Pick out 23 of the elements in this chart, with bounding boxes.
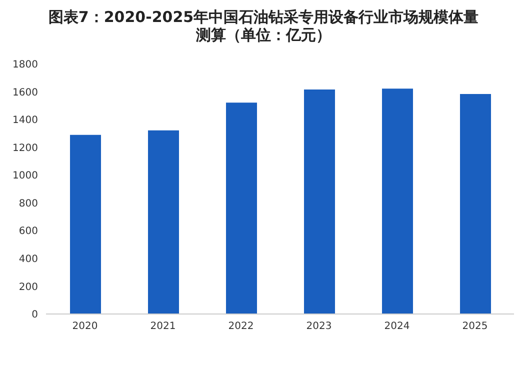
x-tick-label: 2024 [384,321,410,332]
bar [460,94,491,314]
x-tick-label: 2022 [228,321,254,332]
bar [382,88,413,314]
y-tick-label: 1000 [12,170,38,182]
y-tick-label: 400 [18,254,38,265]
x-tick-label: 2023 [306,321,332,332]
y-tick-label: 1800 [12,60,38,71]
x-tick-label: 2021 [150,321,176,332]
y-tick-label: 1600 [12,87,38,98]
y-tick-label: 1400 [12,115,38,126]
bar [70,134,101,314]
y-tick-label: 600 [18,226,38,238]
bar [304,90,335,314]
y-tick-label: 0 [32,310,38,321]
bar [148,130,179,314]
x-tick-label: 2020 [72,321,98,332]
x-tick-label: 2025 [462,321,488,332]
y-tick-label: 200 [18,282,38,293]
y-tick-label: 1200 [12,142,38,154]
y-tick-label: 800 [18,198,38,210]
chart-title: 图表7：2020-2025年中国石油钻采专用设备行业市场规模体量测算（单位：亿元） [47,8,480,44]
bar [226,102,257,314]
